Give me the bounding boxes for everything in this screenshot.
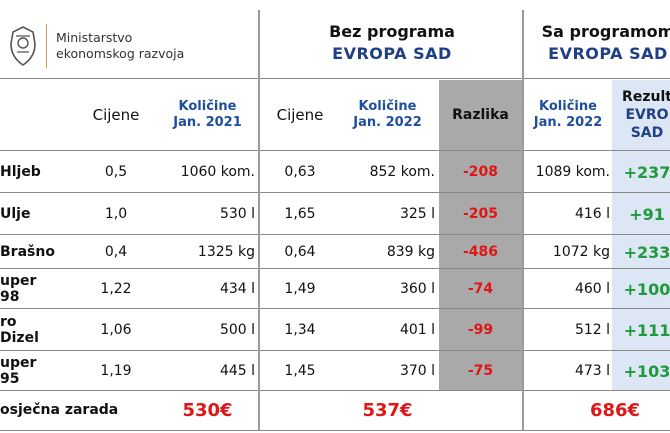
header-bez-programa: Bez programa EVROPA SAD [262, 14, 522, 72]
col-rezultat: Rezult EVRO SAD [612, 80, 670, 150]
cell-kol2022: 852 kom. [369, 164, 435, 180]
cell-kol2021: 445 l [219, 363, 255, 379]
col-kolicine-2021-l1: Količine [178, 99, 237, 114]
row-label: ro Dizel [0, 314, 39, 346]
logo-line-2: ekonomskog razvoja [56, 46, 185, 61]
col-kolicine-2022-sa-l2: Jan. 2022 [533, 115, 603, 130]
cell-rezultat: +233 [623, 242, 670, 262]
cell-rezultat: +91 [629, 204, 665, 224]
grid-line [0, 390, 670, 391]
sa-subtitle: EVROPA SAD [548, 44, 668, 63]
grid-line [0, 268, 670, 269]
col-kolicine-2021: Količine Jan. 2021 [160, 84, 255, 146]
cell-cijena2022: 1,65 [284, 206, 316, 222]
col-rezultat-l3: SAD [630, 125, 664, 141]
cell-razlika: -75 [467, 363, 494, 379]
cell-kol2022sa: 416 l [574, 206, 610, 222]
header-sa-programom: Sa programom EVROPA SAD [528, 14, 670, 72]
cell-kol2022: 360 l [399, 281, 435, 297]
rezultat-column-bg [612, 80, 670, 390]
cell-cijena2021: 0,5 [104, 164, 128, 180]
bez-subtitle: EVROPA SAD [332, 44, 452, 63]
group-divider [258, 10, 260, 430]
row-label: Brašno [0, 244, 55, 260]
cell-cijena2021: 1,06 [100, 322, 132, 338]
col-kolicine-2022-l2: Jan. 2022 [353, 115, 422, 130]
col-cijene-2021: Cijene [92, 106, 140, 124]
grid-line [0, 308, 670, 309]
row-label: uper 95 [0, 355, 37, 387]
ministry-logo-text: Ministarstvo ekonomskog razvoja [56, 30, 184, 62]
cell-kol2021: 500 l [219, 322, 255, 338]
logo-line-1: Ministarstvo [56, 30, 133, 45]
footer-total-2022: 537€ [362, 399, 413, 421]
sa-title: Sa programom [541, 22, 670, 41]
cell-razlika: -208 [462, 164, 499, 180]
cell-kol2022sa: 460 l [574, 281, 610, 297]
col-kolicine-2021-l2: Jan. 2021 [173, 115, 242, 130]
cell-razlika: -205 [462, 206, 499, 222]
cell-kol2022sa: 473 l [574, 363, 610, 379]
cell-cijena2022: 1,45 [284, 363, 316, 379]
row-label: uper 98 [0, 273, 37, 305]
cell-razlika: -486 [462, 244, 499, 260]
bez-title: Bez programa [329, 22, 455, 41]
razlika-column-bg [439, 80, 522, 390]
grid-line [0, 234, 670, 235]
cell-cijena2022: 0,63 [284, 164, 316, 180]
cell-rezultat: +111 [623, 320, 670, 340]
cell-kol2022: 370 l [399, 363, 435, 379]
cell-razlika: -74 [467, 281, 494, 297]
grid-line [0, 430, 670, 431]
col-kolicine-2022: Količine Jan. 2022 [340, 84, 435, 146]
footer-total-2022-sa: 686€ [589, 399, 641, 421]
cell-kol2022: 401 l [399, 322, 435, 338]
row-label: Hljeb [0, 164, 41, 180]
cell-cijena2022: 1,34 [284, 322, 316, 338]
cell-cijena2021: 1,22 [100, 281, 132, 297]
cell-rezultat: +237 [623, 162, 670, 182]
coat-of-arms-icon [10, 26, 36, 66]
cell-cijena2022: 0,64 [284, 244, 316, 260]
cell-kol2022sa: 512 l [574, 322, 610, 338]
cell-rezultat: +103 [623, 361, 670, 381]
col-kolicine-2022-l1: Količine [358, 99, 417, 114]
footer-label: osječna zarada [0, 402, 119, 418]
cell-rezultat: +100 [623, 279, 670, 299]
cell-kol2022sa: 1072 kg [552, 244, 610, 260]
cell-kol2022: 839 kg [386, 244, 435, 260]
footer-total-2021: 530€ [182, 399, 233, 421]
cell-cijena2021: 1,19 [100, 363, 132, 379]
col-rezultat-l1: Rezult [622, 89, 670, 105]
cell-kol2021: 434 l [219, 281, 255, 297]
cell-kol2021: 1325 kg [197, 244, 255, 260]
col-razlika: Razlika [452, 107, 509, 123]
cell-kol2021: 1060 kom. [180, 164, 255, 180]
grid-line [0, 192, 670, 193]
cell-cijena2022: 1,49 [284, 281, 316, 297]
cell-kol2022sa: 1089 kom. [535, 164, 610, 180]
cell-cijena2021: 0,4 [104, 244, 128, 260]
cell-kol2022: 325 l [399, 206, 435, 222]
cell-razlika: -99 [467, 322, 494, 338]
row-label: Ulje [0, 206, 31, 222]
cell-kol2021: 530 l [219, 206, 255, 222]
col-kolicine-2022-sa: Količine Jan. 2022 [526, 84, 610, 146]
cell-cijena2021: 1,0 [104, 206, 128, 222]
group-divider [522, 10, 524, 430]
logo-divider [46, 24, 47, 68]
col-rezultat-l2: EVRO [625, 107, 669, 123]
grid-line [0, 150, 670, 151]
col-cijene-2022: Cijene [276, 106, 324, 124]
grid-line [0, 350, 670, 351]
col-kolicine-2022-sa-l1: Količine [539, 99, 597, 114]
grid-line [0, 78, 670, 79]
